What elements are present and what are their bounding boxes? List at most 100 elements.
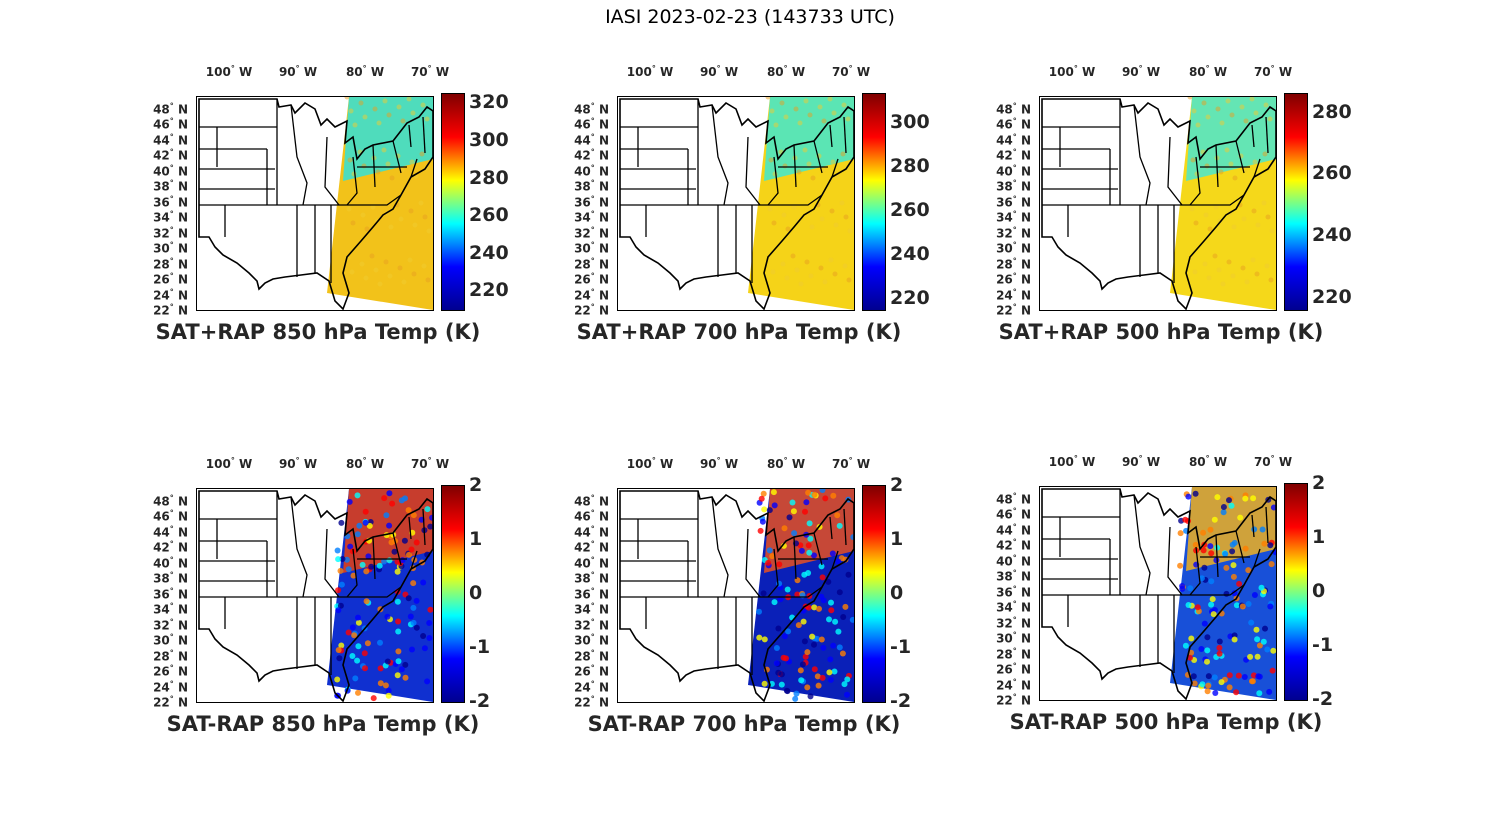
- observation-dot: [1254, 636, 1261, 643]
- observation-dot: [822, 279, 828, 285]
- observation-dot: [1252, 159, 1258, 165]
- longitude-tick-label: 80° W: [1188, 64, 1228, 79]
- colorbar-tick-label: 260: [1312, 162, 1352, 185]
- observation-dot: [826, 616, 832, 623]
- observation-dot: [802, 508, 808, 515]
- observation-dot: [361, 163, 367, 169]
- latitude-tick-label: 42° N: [153, 539, 188, 555]
- observation-dot: [1270, 504, 1276, 511]
- observation-dot: [426, 620, 433, 626]
- longitude-tick-label: 100° W: [205, 456, 253, 471]
- observation-dot: [1212, 253, 1218, 259]
- latitude-tick-label: 30° N: [996, 630, 1031, 646]
- latitude-tick-label: 40° N: [574, 555, 609, 571]
- observation-dot: [1233, 689, 1240, 696]
- observation-dot: [425, 277, 431, 283]
- observation-dot: [841, 102, 847, 108]
- observation-dot: [790, 253, 796, 259]
- map-panel: 100° W 90° W 80° W 70° W 48° N 46° N 44° N 42° …: [971, 452, 1351, 782]
- longitude-axis: 100° W 90° W 80° W 70° W: [549, 62, 929, 79]
- observation-dot: [351, 632, 358, 639]
- observation-dot: [1210, 611, 1217, 618]
- observation-dot: [814, 673, 821, 680]
- observation-dot: [409, 646, 415, 653]
- observation-dot: [840, 151, 846, 157]
- observation-dot: [845, 116, 851, 122]
- observation-dot: [805, 489, 812, 496]
- latitude-tick-label: 22° N: [574, 302, 609, 318]
- observation-dot: [349, 624, 356, 631]
- observation-dot: [386, 522, 393, 529]
- observation-dot: [1204, 688, 1211, 695]
- observation-dot: [805, 570, 812, 576]
- latitude-tick-label: 40° N: [996, 553, 1031, 569]
- observation-dot: [811, 491, 818, 498]
- observation-dot: [1247, 653, 1254, 660]
- observation-dot: [766, 507, 773, 514]
- observation-dot: [1204, 163, 1210, 169]
- colorbar-ticks: 2 1 0 -1 -2: [890, 474, 935, 712]
- observation-dot: [1192, 490, 1199, 497]
- state-boundary: [372, 536, 376, 580]
- colorbar-tick-label: 2: [469, 474, 483, 496]
- observation-dot: [798, 677, 805, 684]
- observation-dot: [815, 682, 822, 689]
- observation-dot: [818, 265, 824, 271]
- observation-dot: [385, 687, 392, 694]
- observation-dot: [347, 543, 354, 550]
- observation-dot: [771, 220, 777, 226]
- observation-dot: [426, 228, 432, 234]
- latitude-axis: 48° N 46° N 44° N 42° N 40° N 38° N 36° N 34° N…: [128, 454, 188, 709]
- observation-dot: [820, 597, 827, 604]
- observation-dot: [816, 605, 822, 612]
- observation-dot: [783, 114, 789, 120]
- latitude-tick-label: 26° N: [153, 271, 188, 287]
- observation-dot: [1248, 619, 1255, 626]
- observation-dot: [354, 492, 361, 499]
- observation-dot: [364, 640, 371, 647]
- observation-dot: [1265, 214, 1271, 220]
- observation-dot: [1267, 116, 1273, 122]
- observation-dot: [756, 634, 763, 641]
- observation-dot: [348, 108, 354, 114]
- latitude-axis: 48° N 46° N 44° N 42° N 40° N 38° N 36° N 34° N…: [971, 452, 1031, 707]
- observation-dot: [377, 639, 383, 646]
- latitude-tick-label: 24° N: [574, 679, 609, 695]
- observation-dot: [406, 551, 412, 558]
- observation-dot: [836, 522, 843, 529]
- state-boundary: [410, 158, 418, 178]
- observation-dot: [814, 635, 821, 642]
- observation-dot: [1191, 680, 1198, 687]
- state-boundary: [745, 136, 761, 206]
- latitude-tick-label: 22° N: [574, 694, 609, 710]
- observation-dot: [1235, 672, 1242, 679]
- observation-dot: [831, 668, 838, 675]
- state-boundary: [1189, 156, 1201, 206]
- observation-dot: [1256, 690, 1263, 697]
- observation-dot: [797, 667, 804, 674]
- colorbar-tick-label: 280: [469, 166, 509, 189]
- colorbar-tick-label: 260: [890, 198, 930, 221]
- observation-dot: [1231, 636, 1238, 643]
- observation-dot: [830, 492, 837, 499]
- latitude-tick-label: 28° N: [153, 256, 188, 272]
- longitude-tick-label: 80° W: [345, 456, 385, 471]
- observation-dot: [1228, 161, 1234, 167]
- observation-dot: [761, 680, 768, 687]
- observation-dot: [758, 495, 765, 502]
- observation-dot: [349, 269, 355, 275]
- observation-dot: [839, 200, 845, 206]
- observation-dot: [1187, 654, 1193, 661]
- observation-dot: [424, 116, 430, 122]
- observation-dot: [1190, 157, 1196, 163]
- observation-dot: [1198, 575, 1205, 582]
- colorbar-ticks: 2 1 0 -1 -2: [1312, 472, 1357, 710]
- map-panel: 100° W 90° W 80° W 70° W 48° N 46° N 44° N 42° …: [549, 62, 930, 392]
- state-boundary: [1215, 144, 1219, 188]
- latitude-tick-label: 44° N: [574, 132, 609, 148]
- observation-dot: [344, 97, 350, 100]
- observation-dot: [335, 647, 342, 653]
- observation-dot: [1250, 495, 1257, 502]
- observation-dot: [827, 97, 833, 102]
- observation-dot: [1200, 529, 1207, 536]
